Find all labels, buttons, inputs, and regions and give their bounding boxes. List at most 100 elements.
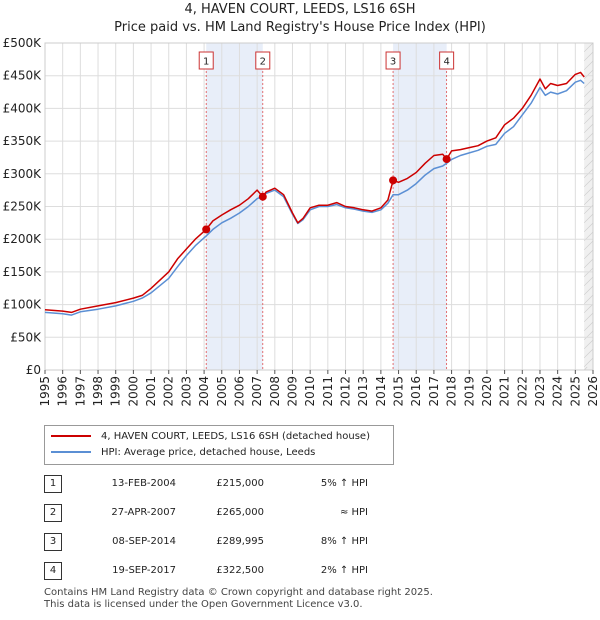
x-tick-label: 2007 bbox=[250, 376, 264, 407]
future-hatch bbox=[583, 114, 594, 125]
x-tick-label: 2009 bbox=[285, 376, 299, 407]
future-hatch bbox=[583, 159, 594, 170]
x-tick-label: 1999 bbox=[109, 376, 123, 407]
sale-price: £215,000 bbox=[216, 478, 264, 489]
chart-subtitle: Price paid vs. HM Land Registry's House … bbox=[114, 20, 486, 35]
future-hatch bbox=[583, 276, 594, 287]
future-hatch bbox=[583, 348, 594, 359]
y-tick-label: £0 bbox=[26, 363, 41, 377]
sale-price: £265,000 bbox=[216, 507, 264, 518]
y-tick-label: £500K bbox=[3, 36, 43, 50]
future-hatch bbox=[583, 312, 594, 323]
x-tick-label: 2004 bbox=[197, 376, 211, 407]
x-tick-label: 2023 bbox=[533, 376, 547, 407]
sale-number-badge: 4 bbox=[44, 562, 62, 580]
future-hatch bbox=[583, 69, 594, 80]
x-tick-label: 2000 bbox=[126, 376, 140, 407]
sale-point bbox=[258, 192, 267, 201]
x-tick-label: 2016 bbox=[409, 376, 423, 407]
sale-number-badge: 2 bbox=[44, 504, 62, 522]
chart-legend: 4, HAVEN COURT, LEEDS, LS16 6SH (detache… bbox=[44, 425, 394, 465]
legend-swatch-property bbox=[51, 435, 91, 437]
y-tick-label: £50K bbox=[10, 330, 42, 344]
sale-label: 2 bbox=[260, 57, 266, 68]
future-hatch bbox=[583, 213, 594, 224]
sale-label: 3 bbox=[390, 57, 396, 68]
x-tick-label: 2008 bbox=[268, 376, 282, 407]
y-tick-label: £400K bbox=[3, 101, 43, 115]
y-tick-label: £450K bbox=[3, 69, 43, 83]
x-tick-label: 2022 bbox=[515, 376, 529, 407]
future-hatch bbox=[583, 195, 594, 206]
sale-hpi-relation: 5% ↑ HPI bbox=[320, 478, 368, 489]
price-chart: £0 £50K £100K £150K £200K £250K £300K £350K £400… bbox=[3, 36, 600, 407]
future-hatch bbox=[583, 258, 594, 269]
sale-point bbox=[389, 176, 398, 185]
x-tick-label: 2012 bbox=[339, 376, 353, 407]
sale-row: 3 08-SEP-2014 £289,995 8% ↑ HPI bbox=[44, 533, 444, 551]
sale-hpi-relation: 2% ↑ HPI bbox=[320, 565, 368, 576]
x-tick-label: 2020 bbox=[480, 376, 494, 407]
sale-label-box bbox=[255, 51, 271, 70]
sale-price: £322,500 bbox=[216, 565, 264, 576]
footer-copyright: Contains HM Land Registry data © Crown c… bbox=[44, 587, 433, 598]
future-hatch bbox=[583, 186, 594, 197]
x-tick-label: 2005 bbox=[215, 376, 229, 407]
x-tick-label: 2024 bbox=[551, 376, 565, 407]
legend-label-property: 4, HAVEN COURT, LEEDS, LS16 6SH (detache… bbox=[101, 431, 370, 442]
x-tick-label: 2010 bbox=[303, 376, 317, 407]
future-hatch bbox=[583, 42, 594, 53]
x-tick-label: 2006 bbox=[232, 376, 246, 407]
y-tick-label: £250K bbox=[3, 200, 43, 214]
sale-hpi-relation: 8% ↑ HPI bbox=[320, 536, 368, 547]
sale-date: 27-APR-2007 bbox=[111, 507, 176, 518]
future-hatch bbox=[583, 321, 594, 332]
x-tick-label: 2019 bbox=[462, 376, 476, 407]
future-hatch bbox=[583, 249, 594, 260]
future-hatch bbox=[583, 105, 594, 116]
future-hatch bbox=[583, 60, 594, 71]
x-tick-label: 1998 bbox=[91, 376, 105, 407]
property-series-line bbox=[44, 71, 585, 314]
hpi-series-line bbox=[44, 79, 585, 316]
sale-point bbox=[442, 155, 451, 164]
sale-label: 4 bbox=[443, 57, 449, 68]
x-tick-label: 2017 bbox=[427, 376, 441, 407]
future-hatch bbox=[583, 78, 594, 89]
future-hatch bbox=[583, 141, 594, 152]
future-hatch bbox=[583, 285, 594, 296]
sale-label-box bbox=[198, 51, 214, 70]
future-hatch bbox=[583, 303, 594, 314]
chart-title: 4, HAVEN COURT, LEEDS, LS16 6SH bbox=[184, 2, 416, 17]
x-tick-label: 2014 bbox=[374, 376, 388, 407]
future-hatch bbox=[583, 87, 594, 98]
future-hatch bbox=[583, 330, 594, 341]
sale-hpi-relation: ≈ HPI bbox=[339, 507, 368, 518]
future-hatch bbox=[583, 357, 594, 368]
y-tick-label: £150K bbox=[3, 265, 43, 279]
x-tick-label: 2025 bbox=[568, 376, 582, 407]
x-tick-label: 2011 bbox=[321, 376, 335, 407]
x-tick-label: 1995 bbox=[38, 376, 52, 407]
x-tick-label: 2013 bbox=[356, 376, 370, 407]
sale-date: 19-SEP-2017 bbox=[112, 565, 176, 576]
sale-row: 1 13-FEB-2004 £215,000 5% ↑ HPI bbox=[44, 475, 444, 493]
x-tick-label: 2003 bbox=[179, 376, 193, 407]
x-tick-label: 2001 bbox=[144, 376, 158, 407]
x-tick-label: 2021 bbox=[498, 376, 512, 407]
x-tick-label: 2026 bbox=[586, 376, 600, 407]
future-hatch bbox=[583, 222, 594, 233]
future-hatch bbox=[583, 123, 594, 134]
footer-licence: This data is licensed under the Open Gov… bbox=[44, 599, 363, 610]
future-hatch bbox=[583, 51, 594, 62]
legend-item-hpi: HPI: Average price, detached house, Leed… bbox=[51, 445, 315, 461]
footer: Contains HM Land Registry data © Crown c… bbox=[44, 587, 433, 611]
sale-row: 2 27-APR-2007 £265,000 ≈ HPI bbox=[44, 504, 444, 522]
x-tick-label: 2002 bbox=[162, 376, 176, 407]
y-tick-label: £200K bbox=[3, 232, 43, 246]
sale-number-badge: 1 bbox=[44, 475, 62, 493]
future-hatch bbox=[583, 177, 594, 188]
legend-item-property: 4, HAVEN COURT, LEEDS, LS16 6SH (detache… bbox=[51, 429, 370, 445]
sale-price: £289,995 bbox=[216, 536, 264, 547]
y-tick-label: £350K bbox=[3, 134, 43, 148]
